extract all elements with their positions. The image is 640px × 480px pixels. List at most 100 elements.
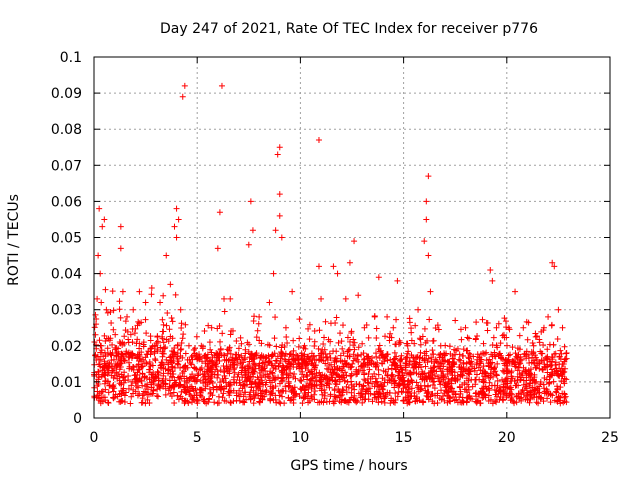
data-point [225,388,232,395]
data-point [549,354,556,361]
data-point [427,365,434,372]
data-point [513,399,520,406]
data-point [452,375,459,382]
data-point [250,387,257,394]
data-point [240,398,247,405]
data-point [215,354,222,361]
data-point [372,391,379,398]
data-point [136,288,143,295]
data-point [515,382,522,389]
data-point [423,390,430,397]
data-point [461,386,468,393]
data-point [215,371,222,378]
data-point [174,350,181,357]
data-point [231,369,238,376]
data-point [207,346,214,353]
data-point [154,368,161,375]
data-point [119,387,126,394]
data-point [425,355,432,362]
data-point [257,354,264,361]
data-point [232,355,239,362]
data-point [429,398,436,405]
data-point [198,364,205,371]
data-point [413,360,420,367]
data-point [312,374,319,381]
data-point [237,360,244,367]
data-point [459,381,466,388]
data-point [201,396,208,403]
data-point [351,238,358,245]
data-point [127,351,134,358]
data-point [371,383,378,390]
data-point [440,376,447,383]
data-point [512,350,519,357]
data-point [544,369,551,376]
data-point [339,389,346,396]
data-point [214,245,221,252]
data-point [249,356,256,363]
data-point [447,398,454,405]
data-point [363,386,370,393]
data-point [305,366,312,373]
data-point [392,380,399,387]
data-point [563,350,570,357]
data-point [377,391,384,398]
data-point [141,374,148,381]
data-point [158,365,165,372]
data-point [181,363,188,370]
data-point [160,350,167,357]
data-point [557,347,564,354]
data-point [488,351,495,358]
data-point [339,358,346,365]
data-point [291,392,298,399]
data-point [458,336,465,343]
data-point [460,368,467,375]
data-point [371,312,378,319]
data-point [177,306,184,313]
data-point [249,364,256,371]
data-point [367,390,374,397]
x-tick-label: 15 [395,430,413,446]
data-point [501,315,508,322]
data-point [217,345,224,352]
data-point [537,379,544,386]
data-point [417,336,424,343]
data-point [223,383,230,390]
data-point [416,359,423,366]
data-point [325,381,332,388]
data-point [534,356,541,363]
data-point [151,375,158,382]
data-point [155,381,162,388]
data-point [120,353,127,360]
data-point [518,397,525,404]
data-point [514,377,521,384]
data-point [160,292,167,299]
data-point [359,362,366,369]
data-point [247,389,254,396]
data-point [315,263,322,270]
data-point [250,370,257,377]
data-point [256,398,263,405]
data-point [121,392,128,399]
data-point [473,360,480,367]
data-point [239,385,246,392]
data-point [492,368,499,375]
data-point [482,394,489,401]
data-point [295,356,302,363]
data-point [295,343,302,350]
data-point [556,373,563,380]
data-point [335,339,342,346]
data-point [452,390,459,397]
data-point [136,345,143,352]
data-point [204,351,211,358]
data-point [253,334,260,341]
data-point [95,392,102,399]
data-point [372,350,379,357]
data-point [217,338,224,345]
data-point [214,357,221,364]
data-point [374,359,381,366]
data-point [210,384,217,391]
data-point [345,364,352,371]
data-point [435,326,442,333]
data-point [223,398,230,405]
